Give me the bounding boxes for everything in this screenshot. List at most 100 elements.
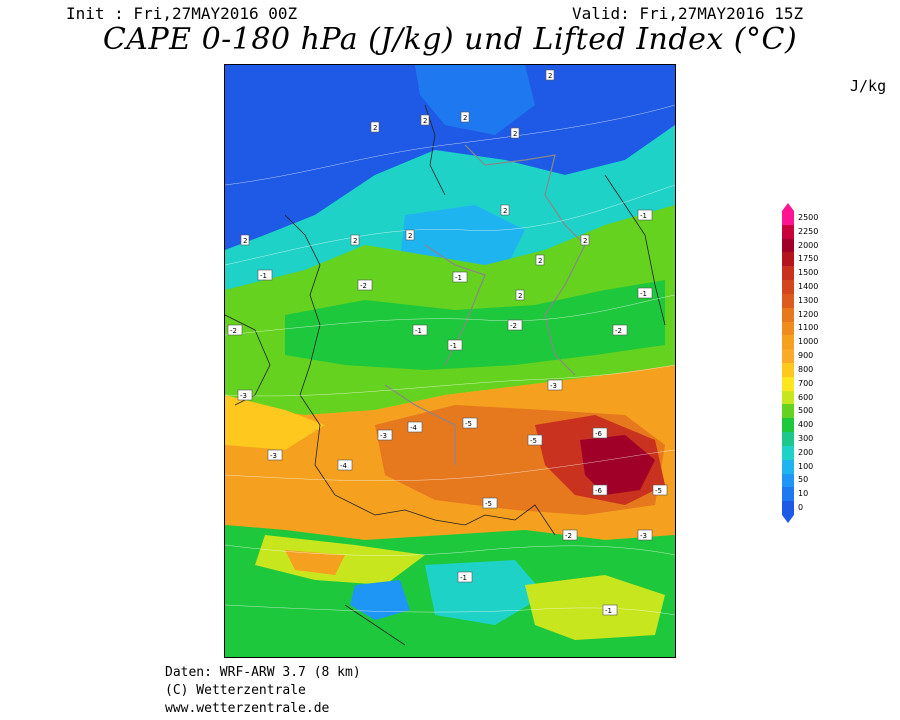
- svg-text:2: 2: [503, 207, 507, 215]
- svg-text:-3: -3: [380, 432, 387, 440]
- svg-text:-4: -4: [340, 462, 348, 470]
- li-label: 2: [350, 234, 360, 246]
- svg-text:-5: -5: [485, 500, 492, 508]
- li-label: 2: [535, 254, 545, 266]
- li-label: -3: [237, 389, 253, 401]
- svg-text:-2: -2: [565, 532, 572, 540]
- colorbar-swatch: [782, 321, 794, 336]
- svg-text:-1: -1: [640, 290, 647, 298]
- colorbar-level-label: 400: [798, 420, 814, 430]
- colorbar-swatch: [782, 349, 794, 364]
- colorbar-level-label: 2250: [798, 226, 819, 236]
- colorbar-swatch: [782, 404, 794, 419]
- svg-text:2: 2: [548, 72, 552, 80]
- copyright-label: (C) Wetterzentrale: [165, 683, 306, 698]
- li-label: 2: [545, 69, 555, 81]
- colorbar-swatch: [782, 252, 794, 267]
- southern-cyan: [425, 560, 545, 625]
- unstable-zone-yellow: [225, 395, 325, 450]
- green-belt-dark: [285, 280, 665, 370]
- colorbar-swatch: [782, 473, 794, 488]
- colorbar-level-label: 100: [798, 461, 814, 471]
- li-label: -1: [452, 271, 468, 283]
- colorbar-level-label: 1300: [798, 295, 819, 305]
- colorbar-arrows: [782, 203, 794, 523]
- svg-text:-3: -3: [640, 532, 647, 540]
- li-label: -2: [357, 279, 373, 291]
- lifted-index-labels: 2 2 2 2 2 2 2 2 2 2 2 2 -1 -1 -1 -1 -1 -…: [227, 69, 668, 616]
- svg-text:-3: -3: [270, 452, 277, 460]
- li-label: -1: [457, 571, 473, 583]
- colorbar-level-label: 1500: [798, 268, 819, 278]
- svg-text:2: 2: [373, 124, 377, 132]
- colorbar-swatch: [782, 501, 794, 516]
- li-label: -2: [612, 324, 628, 336]
- colorbar-level-label: 50: [798, 475, 809, 485]
- svg-text:-2: -2: [360, 282, 367, 290]
- colorbar-swatch: [782, 459, 794, 475]
- colorbar-swatch: [782, 211, 794, 226]
- li-label: -1: [412, 324, 428, 336]
- li-label: 2: [515, 289, 525, 301]
- li-label: 2: [500, 204, 510, 216]
- stable-region-north-inner: [415, 65, 535, 135]
- colorbar-level-label: 1750: [798, 254, 819, 264]
- colorbar-level-label: 2000: [798, 240, 819, 250]
- li-label: -3: [547, 379, 563, 391]
- map-panel: 2 2 2 2 2 2 2 2 2 2 2 2 -1 -1 -1 -1 -1 -…: [224, 64, 676, 658]
- svg-text:2: 2: [463, 114, 467, 122]
- li-label: -1: [637, 209, 653, 221]
- svg-text:2: 2: [353, 237, 357, 245]
- colorbar-swatch: [782, 445, 794, 461]
- svg-text:-2: -2: [615, 327, 622, 335]
- website-link[interactable]: www.wetterzentrale.de: [165, 701, 330, 716]
- li-label: -3: [267, 449, 283, 461]
- colorbar-swatch: [782, 418, 794, 433]
- colorbar-swatch: [782, 238, 794, 253]
- colorbar-swatch: [782, 432, 794, 447]
- colorbar-level-label: 500: [798, 406, 814, 416]
- svg-text:-2: -2: [510, 322, 517, 330]
- li-label: 2: [580, 234, 590, 246]
- svg-text:-4: -4: [410, 424, 418, 432]
- svg-text:2: 2: [583, 237, 587, 245]
- li-label: -5: [462, 417, 478, 429]
- svg-text:2: 2: [513, 130, 517, 138]
- svg-text:2: 2: [423, 117, 427, 125]
- colorbar-swatch: [782, 266, 794, 281]
- li-label: -6: [592, 427, 608, 439]
- svg-text:-1: -1: [460, 574, 467, 582]
- colorbar-swatch: [782, 335, 794, 350]
- colorbar-legend: 2500 2250 2000 1750 1500 1400 1300 1200 1100 1000…: [782, 203, 842, 523]
- li-label: 2: [510, 127, 520, 139]
- colorbar-level-label: 1100: [798, 323, 819, 333]
- svg-text:2: 2: [243, 237, 247, 245]
- svg-text:-1: -1: [640, 212, 647, 220]
- colorbar-level-label: 1200: [798, 309, 819, 319]
- colorbar-swatch: [782, 293, 794, 309]
- colorbar-swatch: [782, 390, 794, 405]
- colorbar-level-label: 2500: [798, 212, 819, 222]
- li-label: -3: [637, 529, 653, 541]
- svg-text:-3: -3: [550, 382, 557, 390]
- colorbar-swatch: [782, 487, 794, 502]
- colorbar-level-label: 10: [798, 489, 809, 499]
- colorbar-level-label: 1400: [798, 282, 819, 291]
- cape-map: 2 2 2 2 2 2 2 2 2 2 2 2 -1 -1 -1 -1 -1 -…: [225, 65, 675, 657]
- li-label: 2: [240, 234, 250, 246]
- li-label: -2: [507, 319, 523, 331]
- colorbar-level-label: 600: [798, 392, 814, 402]
- li-label: -5: [652, 484, 668, 496]
- li-label: -4: [407, 421, 423, 433]
- li-label: 2: [370, 121, 380, 133]
- colorbar-level-label: 200: [798, 447, 814, 457]
- li-label: -3: [377, 429, 393, 441]
- svg-text:-6: -6: [595, 487, 603, 495]
- colorbar-swatch: [782, 224, 794, 240]
- colorbar-level-label: 1000: [798, 337, 819, 347]
- svg-text:-1: -1: [260, 272, 267, 280]
- colorbar-level-label: 0: [798, 503, 804, 513]
- colorbar-unit-label: J/kg: [850, 77, 887, 95]
- svg-text:2: 2: [518, 292, 522, 300]
- li-label: -5: [527, 434, 543, 446]
